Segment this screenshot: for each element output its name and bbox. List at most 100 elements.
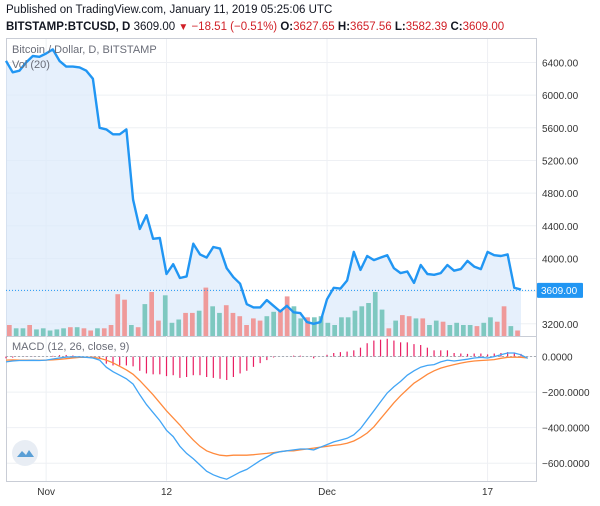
price-tick-label: 6400.00 [542,58,579,69]
volume-bar [488,317,493,336]
time-tick-label: 12 [161,487,173,498]
change-value: −18.51 (−0.51%) [191,21,278,33]
volume-bar [101,328,107,336]
macd-pane-title: MACD (12, 26, close, 9) [12,341,129,353]
volume-bar [447,325,453,336]
open-value: 3627.65 [293,21,335,33]
volume-pane-title: Vol (20) [12,59,50,71]
volume-bar [305,317,310,336]
volume-bar [47,330,53,336]
signal-line [5,356,528,457]
volume-bar [386,328,392,336]
price-tick-label: 5600.00 [542,124,579,135]
volume-bar [190,312,195,336]
macd-tick-label: 0.0000 [542,353,573,364]
volume-bar [156,320,161,336]
low-value: 3582.39 [405,21,448,33]
price-tag-text: 3609.00 [541,286,578,297]
volume-bar [284,296,290,336]
volume-bar [34,329,39,336]
volume-bar [352,310,358,336]
low-label: L: [394,21,406,33]
volume-bar [95,328,100,336]
macd-lines [5,352,529,480]
price-tick-label: 4000.00 [542,254,579,265]
volume-bar [223,305,229,336]
volume-bar [332,325,337,336]
open-label: O: [280,21,294,33]
volume-bar [68,327,73,336]
volume-bar [149,292,154,336]
volume-bar [203,287,209,336]
price-area-fill [6,49,521,337]
volume-bar [264,316,270,336]
price-tick-label: 5200.00 [542,156,579,167]
volume-bar [400,315,405,336]
macd-tick-label: −200.0000 [542,388,590,399]
last-price: 3609.00 [133,21,176,33]
volume-bar [508,326,514,336]
volume-bar [217,312,222,336]
volume-bar [318,316,324,336]
volume-bar [27,325,32,336]
time-tick-label: Nov [37,487,55,498]
volume-bar [379,309,385,336]
volume-bar [312,317,317,336]
volume-bar [74,327,80,336]
volume-bar [481,322,487,336]
tradingview-cloud-icon [12,440,38,466]
macd-line [5,352,529,480]
volume-bar [291,306,297,336]
macd-histogram [5,338,536,381]
volume-bar [298,318,304,336]
macd-tick-label: −600.0000 [542,459,590,470]
volume-bar [183,312,188,336]
volume-bar [88,330,93,336]
price-tick-label: 6000.00 [542,91,579,102]
price-tick-label: 4400.00 [542,222,579,233]
volume-bar [176,319,182,336]
volume-bar [494,321,500,336]
volume-bar [61,328,66,336]
volume-bar [372,292,378,336]
volume-bar [135,327,141,336]
volume-bar [467,325,473,336]
published-line: Published on TradingView.com, January 11… [6,4,333,16]
volume-bar [108,325,114,336]
time-tick-label: Dec [318,487,336,498]
volume-bar [251,318,256,336]
macd-tick-label: −400.0000 [542,424,590,435]
volume-bar [501,306,507,336]
volume-bar [20,328,26,336]
volume-bar [169,322,175,336]
volume-bar [54,329,60,336]
volume-bar [162,295,168,336]
macd-axis-labels: 0.0000 −200.0000 −400.0000 −600.0000 [542,353,590,471]
volume-bar [81,328,87,336]
volume-bar [196,310,202,336]
volume-bar [474,326,480,336]
price-line-group [4,48,522,325]
volume-bar [515,330,520,336]
volume-bar [122,299,127,336]
volume-bar [366,303,371,336]
ticker-line: BITSTAMP:BTCUSD, D 3609.00 ▼ −18.51 (−0.… [6,21,504,33]
time-axis-labels: Nov12Dec172019 [37,487,494,498]
volume-bar [345,317,351,336]
high-value: 3657.56 [350,21,392,33]
high-label: H: [337,21,351,33]
macd-pane-frame [6,336,537,482]
price-tick-label: 3200.00 [542,320,579,331]
price-area [6,49,521,337]
volume-bar [13,328,19,336]
volume-bar [413,318,419,336]
volume-bar [420,318,426,336]
volume-bar [129,325,134,336]
close-value: 3609.00 [462,21,505,33]
symbol-label: BITSTAMP:BTCUSD, D [6,21,131,33]
time-tick-label: 17 [482,487,494,498]
volume-bar [7,325,12,336]
price-tick-label: 4800.00 [542,189,579,200]
volume-bar [393,320,398,336]
